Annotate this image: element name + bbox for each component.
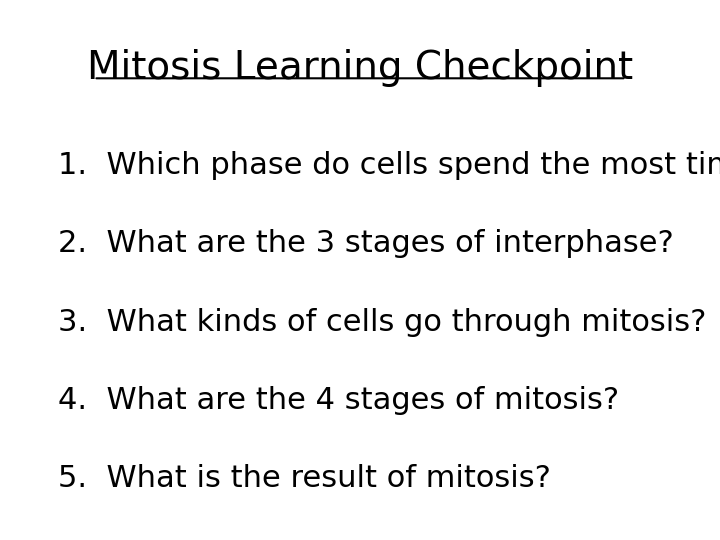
Text: 3.  What kinds of cells go through mitosis?: 3. What kinds of cells go through mitosi… — [58, 308, 706, 337]
Text: 4.  What are the 4 stages of mitosis?: 4. What are the 4 stages of mitosis? — [58, 386, 618, 415]
Text: Mitosis Learning Checkpoint: Mitosis Learning Checkpoint — [87, 49, 633, 86]
Text: 5.  What is the result of mitosis?: 5. What is the result of mitosis? — [58, 464, 551, 494]
Text: 2.  What are the 3 stages of interphase?: 2. What are the 3 stages of interphase? — [58, 230, 673, 259]
Text: 1.  Which phase do cells spend the most time?: 1. Which phase do cells spend the most t… — [58, 151, 720, 180]
